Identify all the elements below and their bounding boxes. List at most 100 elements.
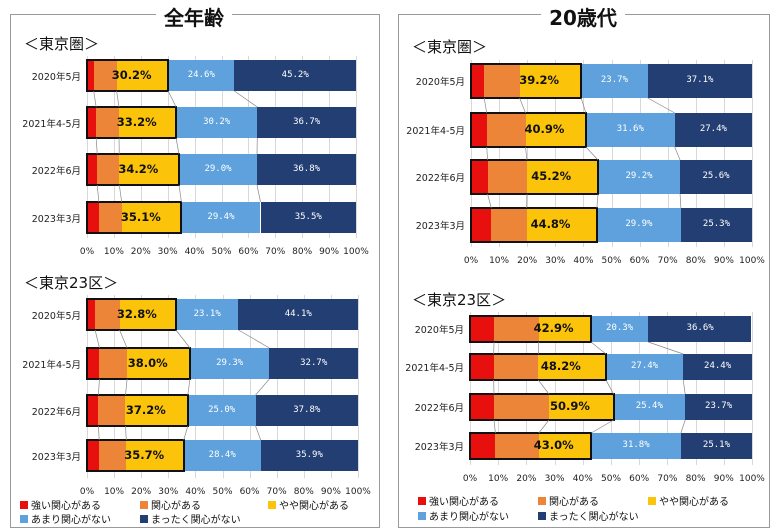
bar-interested (484, 64, 520, 98)
label-interest-total: 30.2% (111, 67, 152, 82)
x-gridline (114, 295, 115, 478)
label-interest-total: 50.9% (550, 399, 590, 413)
legend-swatch-little (20, 514, 28, 523)
bar-strong (87, 299, 96, 330)
x-tick-label: 70% (265, 247, 286, 257)
label-none: 25.6% (702, 171, 730, 181)
bar-somewhat (548, 394, 614, 420)
category-label: 2020年5月 (415, 77, 465, 88)
label-none: 25.1% (702, 440, 730, 450)
x-tick-label: 100% (739, 256, 765, 266)
section-title: ＜東京23区＞ (24, 274, 119, 292)
category-label: 2022年6月 (415, 173, 465, 184)
bar-strong (87, 440, 100, 471)
bar-none (257, 154, 356, 185)
interest-total-outline (86, 347, 191, 380)
x-tick-label: 80% (685, 256, 706, 266)
label-interest-total: 45.2% (531, 169, 572, 183)
x-tick-label: 70% (657, 474, 678, 484)
label-interest-total: 48.2% (540, 359, 581, 373)
bar-interested (98, 202, 122, 233)
bar-interested (95, 299, 120, 330)
x-gridline (87, 295, 88, 478)
x-gridline (248, 56, 249, 238)
bar-interested (495, 433, 539, 459)
category-label: 2021年4-5月 (22, 359, 81, 371)
bar-none (257, 107, 356, 138)
x-gridline (277, 295, 278, 478)
section-title: ＜東京圏＞ (24, 35, 100, 53)
bar-interested (99, 348, 128, 379)
interest-total-outline (86, 106, 178, 139)
x-gridline (612, 60, 613, 247)
panel-title-twenties: 20歳代 (541, 2, 625, 31)
label-little: 30.2% (203, 116, 231, 127)
label-none: 23.7% (705, 401, 733, 411)
section-title: ＜東京23区＞ (412, 291, 507, 309)
bar-somewhat (519, 64, 582, 98)
legend-label-somewhat: やや関心がある (659, 497, 729, 508)
x-gridline (358, 295, 359, 478)
legend-swatch-strong (20, 500, 28, 509)
label-none: 37.1% (686, 75, 714, 85)
bar-strong (470, 354, 494, 380)
category-label: 2022年6月 (31, 406, 81, 418)
x-tick-label: 80% (685, 474, 706, 484)
x-gridline (87, 56, 88, 238)
x-tick-label: 60% (238, 247, 259, 257)
x-gridline (304, 295, 305, 478)
label-little: 25.4% (635, 401, 663, 411)
bar-none (680, 433, 752, 459)
bar-interested (486, 113, 526, 147)
bar-strong (470, 433, 496, 459)
label-interest-total: 38.0% (127, 355, 168, 370)
x-gridline (752, 60, 753, 247)
x-tick-label: 100% (739, 474, 765, 484)
x-gridline (250, 295, 251, 478)
x-tick-label: 10% (488, 474, 509, 484)
interest-total-outline (86, 153, 180, 186)
bar-somewhat (127, 348, 190, 379)
bar-little (598, 160, 681, 194)
x-gridline (668, 60, 669, 247)
legend-label-none: まったく関心がない (549, 512, 639, 523)
interest-total-outline (86, 201, 183, 234)
label-none: 45.2% (281, 69, 309, 80)
x-tick-label: 50% (212, 487, 233, 497)
legend-label-strong: 強い関心がある (31, 501, 101, 512)
bar-interested (97, 154, 120, 185)
category-label: 2022年6月 (31, 165, 81, 177)
x-gridline (168, 295, 169, 478)
label-little: 29.9% (625, 219, 653, 229)
label-interest-total: 44.8% (530, 217, 571, 231)
x-tick-label: 80% (292, 247, 313, 257)
bar-none (269, 348, 358, 379)
x-gridline (168, 56, 169, 238)
label-little: 29.2% (625, 171, 653, 181)
x-gridline (555, 312, 556, 465)
legend-item-somewhat: やや関心がある (268, 497, 349, 512)
legend-item-interested: 関心がある (140, 497, 201, 512)
legend-label-little: あまり関心がない (31, 515, 111, 526)
legend-swatch-somewhat (268, 500, 276, 509)
label-interest-total: 37.2% (125, 402, 166, 417)
interest-total-outline (469, 315, 592, 343)
legend-swatch-strong (418, 496, 426, 505)
x-gridline (696, 312, 697, 465)
interest-total-outline (470, 207, 598, 243)
category-label: 2022年6月 (414, 403, 464, 414)
x-gridline (223, 295, 224, 478)
label-interest-total: 32.8% (116, 306, 157, 321)
category-label: 2020年5月 (31, 310, 81, 322)
bar-interested (493, 394, 549, 420)
label-none: 36.7% (293, 116, 321, 127)
legend-item-somewhat: やや関心がある (648, 493, 729, 508)
bar-strong (470, 316, 494, 342)
interest-total-outline (470, 159, 599, 195)
x-gridline (302, 56, 303, 238)
interest-total-outline (470, 112, 587, 148)
legend-item-strong: 強い関心がある (418, 493, 499, 508)
bar-none (683, 354, 752, 380)
x-tick-label: 10% (104, 487, 125, 497)
bar-somewhat (526, 208, 597, 242)
